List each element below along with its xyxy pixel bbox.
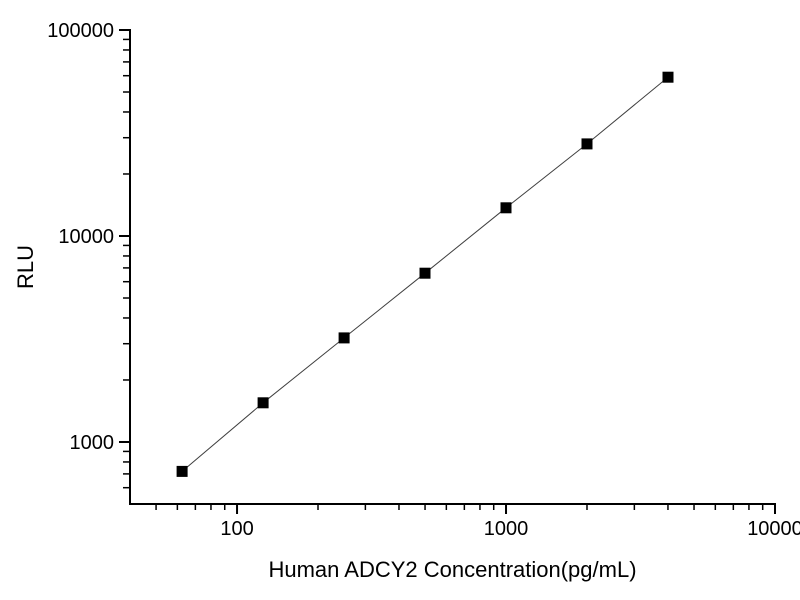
y-tick-label: 1000: [70, 432, 115, 454]
x-tick-label: 100: [220, 518, 253, 540]
data-point: [257, 397, 269, 409]
data-point: [581, 138, 593, 150]
y-tick-label: 10000: [58, 226, 114, 248]
data-point: [338, 332, 350, 344]
data-point: [500, 202, 512, 214]
data-point: [176, 465, 188, 477]
data-point: [419, 267, 431, 279]
x-tick-label: 1000: [484, 518, 529, 540]
y-axis-title: RLU: [13, 245, 38, 289]
x-tick-label: 10000: [747, 518, 800, 540]
x-axis-title: Human ADCY2 Concentration(pg/mL): [268, 557, 636, 582]
data-point: [662, 71, 674, 83]
y-tick-label: 100000: [47, 20, 114, 42]
